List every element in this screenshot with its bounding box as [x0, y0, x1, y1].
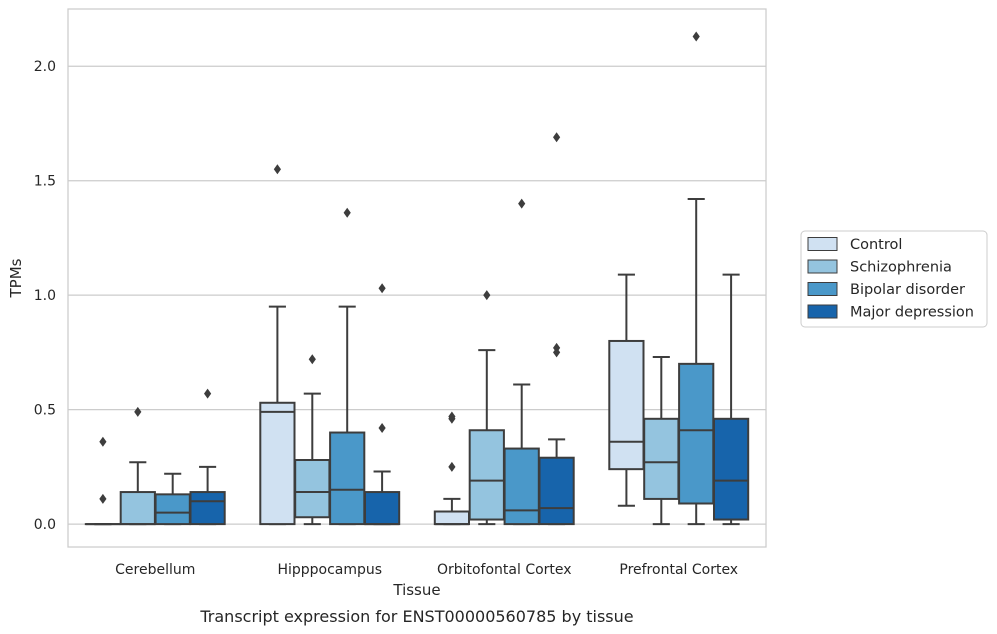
box-control	[84, 436, 122, 526]
legend-label: Bipolar disorder	[850, 282, 965, 298]
outlier-point	[692, 31, 700, 42]
box-body	[189, 491, 226, 526]
outlier-point	[204, 388, 212, 399]
box-major-depression	[538, 132, 575, 526]
x-tick-label: Prefrontal Cortex	[619, 562, 738, 578]
legend-swatch	[807, 237, 838, 251]
box-bipolar-disorder	[329, 207, 366, 526]
x-tick-label: Orbitofontal Cortex	[437, 562, 572, 578]
box-bipolar-disorder	[503, 198, 540, 526]
y-axis-label: TPMs	[7, 258, 25, 298]
box-major-depression	[189, 388, 226, 526]
outlier-point	[378, 422, 386, 433]
outlier-point	[553, 132, 561, 143]
box-body	[363, 491, 401, 526]
box-body	[119, 491, 156, 526]
outlier-point	[273, 164, 281, 175]
box-body	[503, 447, 540, 526]
box-body	[538, 456, 575, 526]
outlier-point	[448, 413, 456, 424]
box-plot-area	[84, 31, 750, 526]
box-body	[712, 417, 750, 521]
y-tick-label: 0.0	[34, 517, 56, 533]
outlier-point	[518, 198, 526, 209]
y-tick-label: 2.0	[34, 59, 56, 75]
outlier-point	[378, 283, 386, 294]
chart-caption: Transcript expression for ENST0000056078…	[199, 607, 633, 626]
legend-swatch	[807, 282, 838, 296]
box-major-depression	[363, 283, 401, 526]
box-body	[154, 493, 191, 526]
legend-items: Control Schizophrenia Bipolar disorder Majo…	[807, 237, 974, 321]
box-schizophrenia	[643, 355, 680, 526]
outlier-point	[99, 493, 107, 504]
box-body	[468, 429, 505, 521]
box-body	[259, 401, 296, 526]
box-control	[608, 273, 645, 507]
box-bipolar-disorder	[154, 472, 191, 526]
box-control	[433, 411, 471, 526]
box-body	[329, 431, 366, 526]
outlier-point	[343, 207, 351, 218]
box-control	[259, 164, 296, 526]
outlier-point	[553, 347, 561, 358]
legend-label: Major depression	[850, 305, 974, 321]
box-schizophrenia	[119, 406, 156, 526]
legend-label: Schizophrenia	[850, 260, 952, 276]
y-tick-label: 1.0	[34, 288, 56, 304]
x-tick-label: Cerebellum	[115, 562, 195, 578]
box-bipolar-disorder	[678, 31, 715, 526]
outlier-point	[134, 406, 142, 417]
box-body	[678, 362, 715, 505]
x-axis-label: Tissue	[392, 581, 440, 599]
box-schizophrenia	[468, 290, 505, 526]
y-axis-ticks: 0.0 0.5 1.0 1.5 2.0	[34, 59, 56, 533]
legend-label: Control	[850, 237, 902, 253]
x-tick-label: Hipppocampus	[277, 562, 382, 578]
y-tick-label: 0.5	[34, 403, 56, 419]
outlier-point	[483, 290, 491, 301]
x-axis-ticks: Cerebellum Hipppocampus Orbitofontal Corte…	[115, 562, 738, 578]
box-body	[294, 459, 331, 519]
outlier-point	[448, 461, 456, 472]
outlier-point	[99, 436, 107, 447]
box-major-depression	[712, 273, 750, 526]
box-body	[608, 339, 645, 471]
plot-frame	[67, 8, 767, 548]
legend: Control Schizophrenia Bipolar disorder Majo…	[800, 230, 988, 328]
legend-swatch	[807, 304, 838, 319]
legend-frame	[800, 230, 988, 328]
y-tick-label: 1.5	[34, 174, 56, 190]
legend-swatch	[807, 259, 838, 274]
gridlines	[68, 65, 766, 525]
outlier-point	[308, 354, 316, 365]
box-body	[433, 510, 471, 526]
box-body	[643, 417, 680, 500]
box-schizophrenia	[294, 354, 331, 526]
